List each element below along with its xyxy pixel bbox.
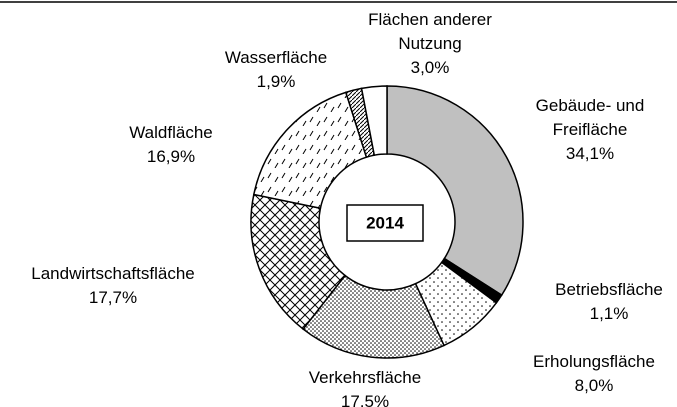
slice xyxy=(250,193,347,331)
slice-label: Verkehrsfläche xyxy=(308,368,422,387)
value-label: 17,7% xyxy=(88,288,138,307)
slice xyxy=(302,274,446,359)
slice-label: Erholungsfläche xyxy=(533,352,655,371)
value-label: 34,1% xyxy=(565,144,615,163)
slices xyxy=(250,85,524,359)
slice xyxy=(360,85,388,157)
value-label: 8,0% xyxy=(574,376,614,395)
center-box xyxy=(346,204,424,242)
value-label: 17,5% xyxy=(340,392,390,407)
slice-label: Waldfläche xyxy=(129,123,213,142)
value-label: 16,9% xyxy=(146,147,196,166)
value-label: 3,0% xyxy=(410,58,450,77)
value-label: 1,9% xyxy=(256,72,296,91)
center-label: 2014 xyxy=(366,213,404,232)
slice xyxy=(386,85,524,297)
slice-label: Betriebsfläche xyxy=(555,280,663,299)
slice-label: Flächen anderer Nutzung xyxy=(368,10,492,53)
value-label: 1,1% xyxy=(589,304,629,323)
slice-label: Gebäude- und Freifläche xyxy=(535,96,645,139)
slice-label: Wasserfläche xyxy=(224,48,328,67)
slice-label: Landwirtschaftsfläche xyxy=(31,264,195,283)
